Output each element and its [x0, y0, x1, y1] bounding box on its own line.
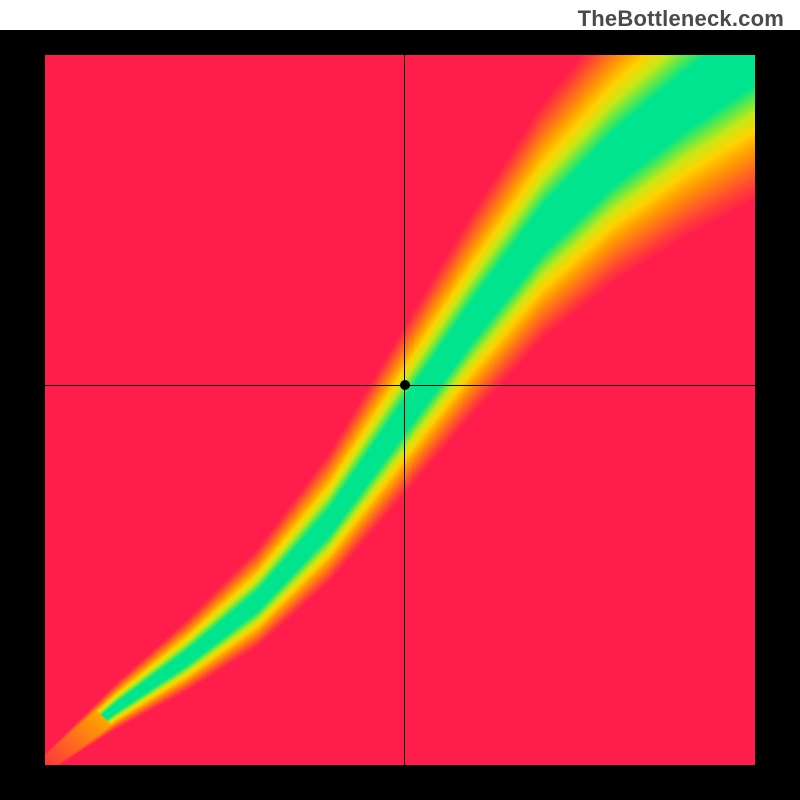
watermark-text: TheBottleneck.com — [578, 6, 784, 32]
crosshair-vertical — [404, 55, 405, 765]
chart-container: TheBottleneck.com — [0, 0, 800, 800]
bottleneck-heatmap — [45, 55, 755, 765]
